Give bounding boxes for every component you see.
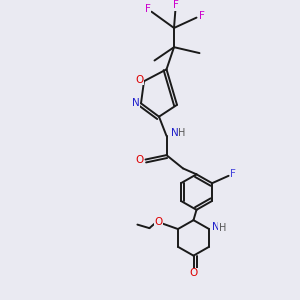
Text: N: N (212, 222, 220, 232)
Text: O: O (135, 155, 144, 165)
Text: H: H (178, 128, 186, 138)
Text: O: O (189, 268, 198, 278)
Text: F: F (145, 4, 151, 14)
Text: O: O (154, 217, 163, 227)
Text: F: F (230, 169, 236, 179)
Text: O: O (135, 75, 144, 85)
Text: H: H (219, 223, 226, 232)
Text: F: F (173, 0, 179, 10)
Text: F: F (199, 11, 205, 21)
Text: N: N (171, 128, 179, 138)
Text: N: N (132, 98, 140, 108)
